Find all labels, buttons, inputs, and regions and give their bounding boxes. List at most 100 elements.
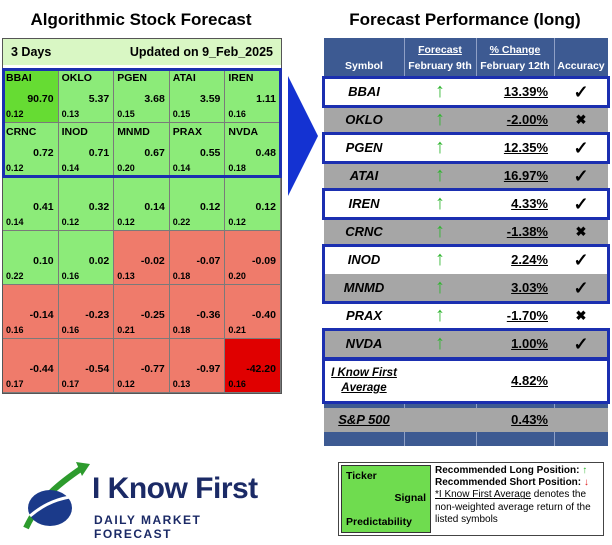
row-symbol: OKLO: [345, 112, 383, 127]
heatmap-cell: -0.36 0.18: [169, 285, 226, 339]
performance-table: Symbol Forecast February 9th % Change Fe…: [322, 38, 610, 446]
performance-row: MNMD ↑ 3.03% ✓: [324, 274, 608, 302]
cell-signal: -42.20: [246, 363, 276, 375]
cell-predictability: 0.13: [117, 271, 135, 281]
cell-ticker: BBAI: [6, 72, 32, 84]
cell-signal: 0.14: [144, 201, 165, 213]
cell-predictability: 0.22: [6, 271, 24, 281]
cell-predictability: 0.20: [228, 271, 246, 281]
checkmark-icon: ✓: [573, 250, 589, 270]
heatmap-cell: -0.25 0.21: [114, 285, 170, 339]
cell-predictability: 0.20: [117, 163, 135, 173]
header-forecast: Forecast: [418, 44, 462, 56]
cell-ticker: PGEN: [117, 72, 147, 84]
cell-predictability: 0.13: [172, 379, 191, 389]
heatmap-cell: 0.41 0.14: [3, 177, 59, 231]
heatmap-cell: INOD 0.71 0.14: [58, 123, 115, 177]
cell-predictability: 0.18: [172, 271, 191, 281]
cell-predictability: 0.12: [61, 217, 80, 227]
heatmap-cell: NVDA 0.48 0.18: [225, 123, 281, 177]
performance-row: NVDA ↑ 1.00% ✓: [324, 330, 608, 358]
cell-predictability: 0.12: [6, 109, 24, 119]
heatmap-cell: -0.02 0.13: [114, 231, 170, 285]
performance-row: PRAX ↑ -1.70% ✖: [324, 302, 608, 330]
cell-signal: -0.02: [140, 255, 165, 267]
average-row: I Know First Average 4.82%: [324, 360, 608, 402]
forecast-arrow-icon: ↑: [435, 332, 445, 354]
checkmark-icon: ✓: [573, 194, 589, 214]
heatmap-cell: CRNC 0.72 0.12: [3, 123, 59, 177]
performance-row: ATAI ↑ 16.97% ✓: [324, 162, 608, 190]
cell-predictability: 0.12: [117, 217, 135, 227]
cell-signal: 0.12: [255, 201, 276, 213]
cell-predictability: 0.15: [117, 109, 135, 119]
forecast-arrow-icon: ↑: [435, 136, 445, 158]
cell-ticker: OKLO: [61, 72, 92, 84]
heatmap-cell: 0.12 0.12: [225, 177, 281, 231]
row-symbol: BBAI: [348, 84, 380, 99]
cell-predictability: 0.13: [61, 109, 80, 119]
cell-signal: 0.67: [144, 147, 165, 159]
performance-row: OKLO ↑ -2.00% ✖: [324, 106, 608, 134]
cell-signal: 90.70: [27, 93, 54, 105]
row-symbol: MNMD: [343, 280, 385, 295]
cross-icon: ✖: [575, 308, 587, 323]
horizon-label: 3 Days: [11, 45, 52, 59]
cell-predictability: 0.12: [117, 379, 135, 389]
performance-row: BBAI ↑ 13.39% ✓: [324, 78, 608, 106]
cell-predictability: 0.15: [172, 109, 191, 119]
legend-ticker: Ticker: [346, 470, 377, 482]
row-symbol: PGEN: [345, 140, 383, 155]
performance-row: PGEN ↑ 12.35% ✓: [324, 134, 608, 162]
cell-signal: 0.32: [88, 201, 110, 213]
checkmark-icon: ✓: [573, 82, 589, 102]
cell-signal: -0.44: [29, 363, 54, 375]
heatmap-cell: 0.32 0.12: [58, 177, 115, 231]
cell-signal: 0.71: [88, 147, 110, 159]
cell-signal: -0.54: [85, 363, 110, 375]
row-symbol: INOD: [347, 252, 381, 267]
row-symbol: IREN: [348, 196, 380, 211]
header-symbol: Symbol: [345, 60, 383, 72]
short-arrow-icon: ↓: [583, 477, 589, 489]
row-change: 4.33%: [511, 196, 548, 211]
heatmap-cell: 0.02 0.16: [58, 231, 115, 285]
row-change: 13.39%: [503, 84, 548, 99]
forecast-arrow-icon: ↑: [435, 192, 445, 214]
cell-signal: -0.25: [140, 309, 165, 321]
forecast-heatmap: 3 Days Updated on 9_Feb_2025 BBAI 90.70 0.…: [2, 38, 282, 394]
performance-row: IREN ↑ 4.33% ✓: [324, 190, 608, 218]
cell-ticker: IREN: [228, 72, 254, 84]
checkmark-icon: ✓: [573, 334, 589, 354]
heatmap-cell: MNMD 0.67 0.20: [114, 123, 170, 177]
heatmap-cell: -0.09 0.20: [225, 231, 281, 285]
cell-signal: -0.40: [252, 309, 276, 321]
legend-box: Ticker Signal Predictability Recommended…: [338, 462, 604, 536]
legend-note: denotes the non-weighted average return …: [435, 489, 591, 525]
legend-text: Recommended Long Position: ↑ Recommended…: [435, 465, 601, 526]
average-label: I Know First Average: [331, 367, 397, 394]
legend-predictability: Predictability: [346, 516, 412, 528]
cell-signal: -0.36: [196, 309, 221, 321]
heatmap-cell: -0.14 0.16: [3, 285, 59, 339]
legend-short: Recommended Short Position:: [435, 477, 582, 489]
cross-icon: ✖: [575, 112, 587, 127]
cell-signal: -0.09: [252, 255, 276, 267]
cell-predictability: 0.17: [61, 379, 80, 389]
cell-signal: 3.59: [199, 93, 221, 105]
header-change-date: February 12th: [480, 60, 550, 72]
checkmark-icon: ✓: [573, 138, 589, 158]
right-title: Forecast Performance (long): [349, 10, 581, 29]
row-symbol: NVDA: [345, 336, 383, 351]
heatmap-cell: PGEN 3.68 0.15: [114, 69, 170, 123]
row-change: -1.38%: [506, 224, 548, 239]
legend-note-prefix: *I Know First Average: [435, 489, 531, 501]
cell-signal: 0.41: [33, 201, 54, 213]
row-symbol: PRAX: [345, 308, 383, 323]
header-accuracy: Accuracy: [557, 60, 605, 72]
header-forecast-date: February 9th: [408, 60, 472, 72]
i-know-first-logo: I Know First DAILY MARKET FORECAST: [20, 458, 280, 541]
cell-signal: -0.97: [196, 363, 221, 375]
cell-ticker: MNMD: [117, 126, 150, 138]
cell-ticker: NVDA: [228, 126, 259, 138]
